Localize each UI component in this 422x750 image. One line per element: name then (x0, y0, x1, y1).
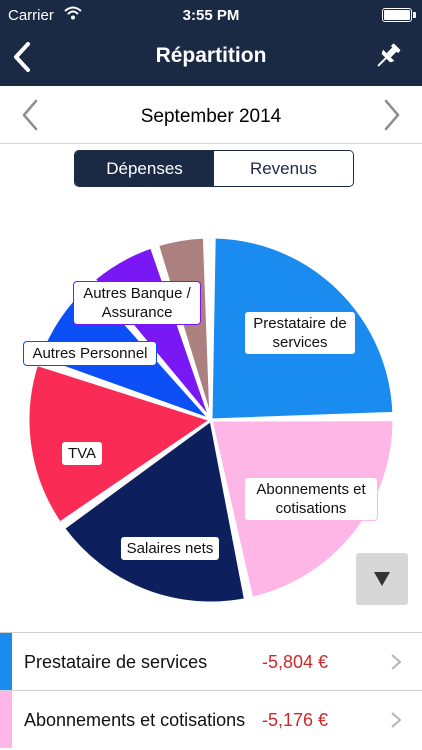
color-swatch (0, 633, 12, 690)
battery-icon (382, 8, 416, 22)
triangle-down-icon (374, 572, 390, 586)
chevron-left-icon (22, 99, 38, 131)
list-item-prestataire[interactable]: Prestataire de services -5,804 € (0, 632, 422, 690)
list-item-name: Abonnements et cotisations (24, 710, 246, 730)
month-label: September 2014 (140, 106, 282, 127)
navigation-bar: Carrier 3:55 PM Répartition (0, 0, 422, 86)
wifi-icon (64, 6, 82, 24)
month-selector: September 2014 (0, 86, 422, 144)
page-title: Répartition (155, 44, 267, 67)
segmented-control: Dépenses Revenus (74, 150, 354, 187)
pin-button[interactable] (372, 40, 404, 72)
pie-slice-label: Autres Personnel (23, 340, 157, 366)
chevron-left-icon (14, 42, 30, 72)
previous-month-button[interactable] (18, 98, 42, 132)
pie-slice-label: Abonnements et cotisations (244, 477, 378, 521)
pushpin-icon (377, 43, 401, 67)
pie-chart: Prestataire de services Abonnements et coti… (0, 190, 422, 620)
expand-button[interactable] (356, 553, 408, 605)
status-bar: Carrier 3:55 PM (0, 0, 422, 30)
next-month-button[interactable] (380, 98, 404, 132)
pie-slice[interactable] (26, 362, 215, 526)
list-item-amount: -5,176 € (262, 710, 329, 730)
pie-slice-label: Autres Banque / Assurance (73, 281, 201, 325)
pie-slice-label: TVA (61, 440, 103, 466)
list-item-amount: -5,804 € (262, 652, 329, 672)
color-swatch (0, 691, 12, 748)
pie-slice-label: Salaires nets (120, 535, 220, 561)
pie-slice[interactable] (206, 235, 213, 421)
pie-slice-label: Prestataire de services (244, 311, 356, 355)
chevron-right-icon (384, 99, 400, 131)
chevron-right-icon (391, 654, 402, 670)
carrier-label: Carrier (8, 7, 54, 24)
chevron-right-icon (391, 712, 402, 728)
category-list: Prestataire de services -5,804 € Abonnem… (0, 632, 422, 748)
tab-depenses[interactable]: Dépenses (75, 151, 214, 186)
list-item-abonnements[interactable]: Abonnements et cotisations -5,176 € (0, 690, 422, 748)
status-time: 3:55 PM (182, 7, 240, 24)
tab-revenus[interactable]: Revenus (214, 151, 353, 186)
back-button[interactable] (8, 40, 38, 74)
list-item-name: Prestataire de services (24, 652, 208, 672)
